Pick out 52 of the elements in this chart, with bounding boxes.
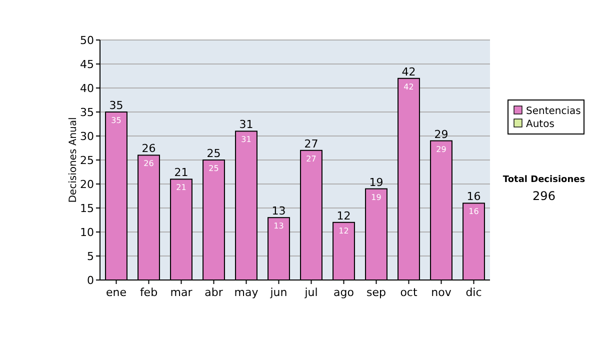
total-label: 12 bbox=[336, 209, 351, 222]
total-label: 13 bbox=[272, 204, 286, 218]
data-label: 16 bbox=[468, 207, 479, 216]
y-tick-label: 20 bbox=[80, 178, 94, 191]
x-tick-label: may bbox=[234, 286, 259, 299]
legend-label: Autos bbox=[526, 119, 554, 130]
y-tick-label: 0 bbox=[87, 274, 94, 287]
total-label: 31 bbox=[239, 118, 254, 132]
x-tick-label: oct bbox=[400, 286, 418, 299]
x-tick-label: mar bbox=[170, 286, 193, 299]
x-tick-label: jun bbox=[269, 286, 288, 299]
data-label: 42 bbox=[404, 82, 414, 92]
total-label: 42 bbox=[402, 65, 416, 78]
data-label: 19 bbox=[371, 192, 382, 202]
x-tick-label: sep bbox=[366, 286, 386, 299]
x-tick-label: ene bbox=[106, 286, 127, 299]
total-label: 26 bbox=[142, 142, 156, 156]
data-label: 29 bbox=[436, 144, 446, 154]
data-label: 35 bbox=[111, 116, 122, 125]
total-label: 19 bbox=[369, 176, 384, 189]
legend-label: Sentencias bbox=[526, 106, 581, 117]
y-tick-label: 40 bbox=[80, 82, 94, 95]
data-label: 25 bbox=[208, 164, 219, 173]
y-tick-label: 10 bbox=[80, 226, 94, 239]
total-label: 29 bbox=[434, 128, 448, 141]
data-label: 27 bbox=[306, 154, 316, 164]
data-label: 13 bbox=[274, 222, 284, 231]
text: Total Decisiones bbox=[502, 175, 586, 185]
total-label: 35 bbox=[109, 99, 124, 112]
x-tick-label: abr bbox=[204, 286, 224, 299]
y-axis-title: Decisiones Anual bbox=[68, 117, 79, 203]
y-tick-label: 50 bbox=[80, 34, 94, 47]
total-label: 27 bbox=[304, 137, 318, 150]
y-tick-label: 35 bbox=[80, 106, 94, 119]
total-label: 16 bbox=[466, 190, 481, 204]
total-label: 21 bbox=[174, 166, 188, 180]
data-label: 31 bbox=[241, 135, 252, 144]
y-tick-label: 5 bbox=[87, 250, 94, 263]
data-label: 26 bbox=[144, 159, 154, 168]
text: 296 bbox=[532, 189, 556, 203]
x-tick-label: ago bbox=[334, 286, 354, 299]
x-tick-label: feb bbox=[140, 286, 158, 299]
y-tick-label: 15 bbox=[80, 202, 94, 215]
data-label: 21 bbox=[176, 183, 186, 192]
y-tick-label: 45 bbox=[80, 58, 94, 71]
x-tick-label: jul bbox=[304, 286, 318, 299]
y-tick-label: 30 bbox=[80, 130, 94, 143]
y-tick-label: 25 bbox=[80, 154, 94, 167]
x-tick-label: nov bbox=[431, 286, 452, 299]
total-label: 25 bbox=[206, 147, 221, 160]
x-tick-label: dic bbox=[466, 286, 482, 299]
data-label: 12 bbox=[338, 226, 349, 236]
